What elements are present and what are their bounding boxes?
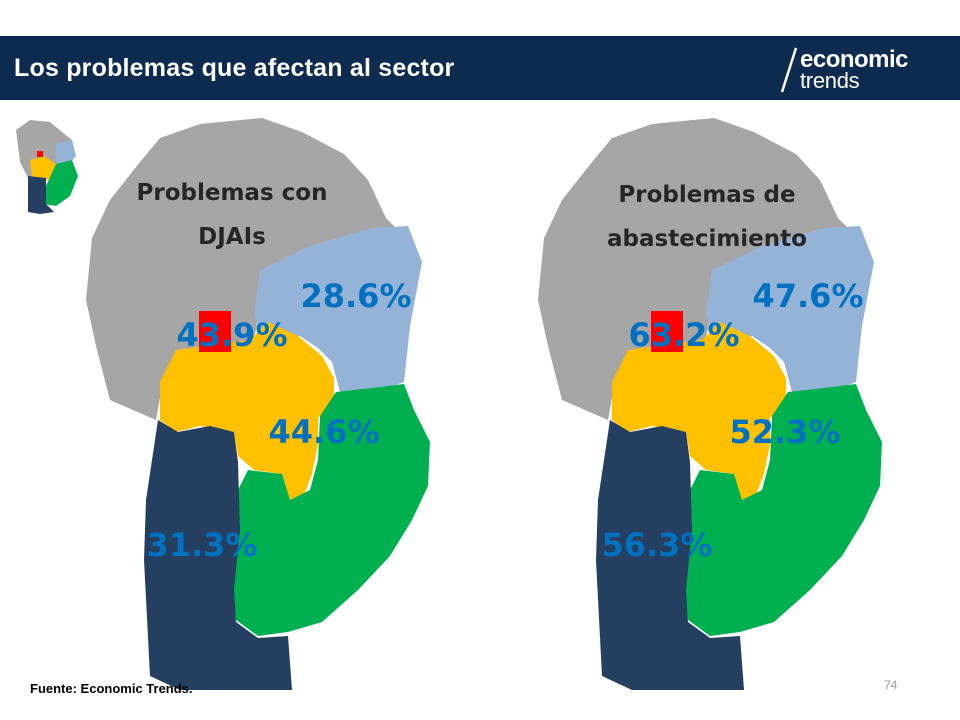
region-yellow — [160, 322, 334, 500]
value-yellow: 52.3% — [729, 413, 840, 451]
region-green — [684, 384, 882, 636]
logo-text-trends: trends — [800, 68, 860, 93]
region-yellow — [612, 322, 786, 500]
map-title-line1: Problemas de — [618, 182, 795, 208]
map-title-line2: DJAIs — [198, 224, 266, 250]
region-navy — [596, 420, 744, 690]
value-yellow: 44.6% — [268, 413, 379, 451]
map-djais: Problemas con DJAIs 28.6% 43.9% 44.6% 31… — [86, 118, 430, 690]
value-light-blue: 47.6% — [752, 277, 863, 315]
region-light-blue — [254, 226, 422, 396]
slash-logo-icon — [780, 47, 798, 93]
map-title-line2: abastecimiento — [607, 226, 807, 252]
highlight-square — [199, 311, 231, 352]
highlight-square — [651, 311, 683, 352]
region-light-blue — [706, 226, 874, 396]
economic-trends-logo: economic trends — [778, 42, 948, 96]
logo-text-economic: economic — [800, 46, 909, 73]
value-center: 43.9% — [176, 316, 287, 354]
page-title: Los problemas que afectan al sector — [14, 54, 455, 82]
map-abastecimiento: Problemas de abastecimiento 47.6% 63.2% … — [538, 118, 882, 690]
region-gray — [538, 118, 852, 420]
value-navy: 31.3% — [146, 526, 257, 564]
value-center: 63.2% — [628, 316, 739, 354]
header-bar: Los problemas que afectan al sector econ… — [0, 36, 960, 100]
source-note: Fuente: Economic Trends. — [30, 681, 193, 696]
region-green — [232, 384, 430, 636]
region-gray — [86, 118, 400, 420]
mini-location-map — [16, 120, 78, 214]
region-navy — [144, 420, 292, 690]
map-title-line1: Problemas con — [137, 180, 328, 206]
value-navy: 56.3% — [601, 526, 712, 564]
page-number: 74 — [884, 678, 898, 692]
value-light-blue: 28.6% — [300, 277, 411, 315]
